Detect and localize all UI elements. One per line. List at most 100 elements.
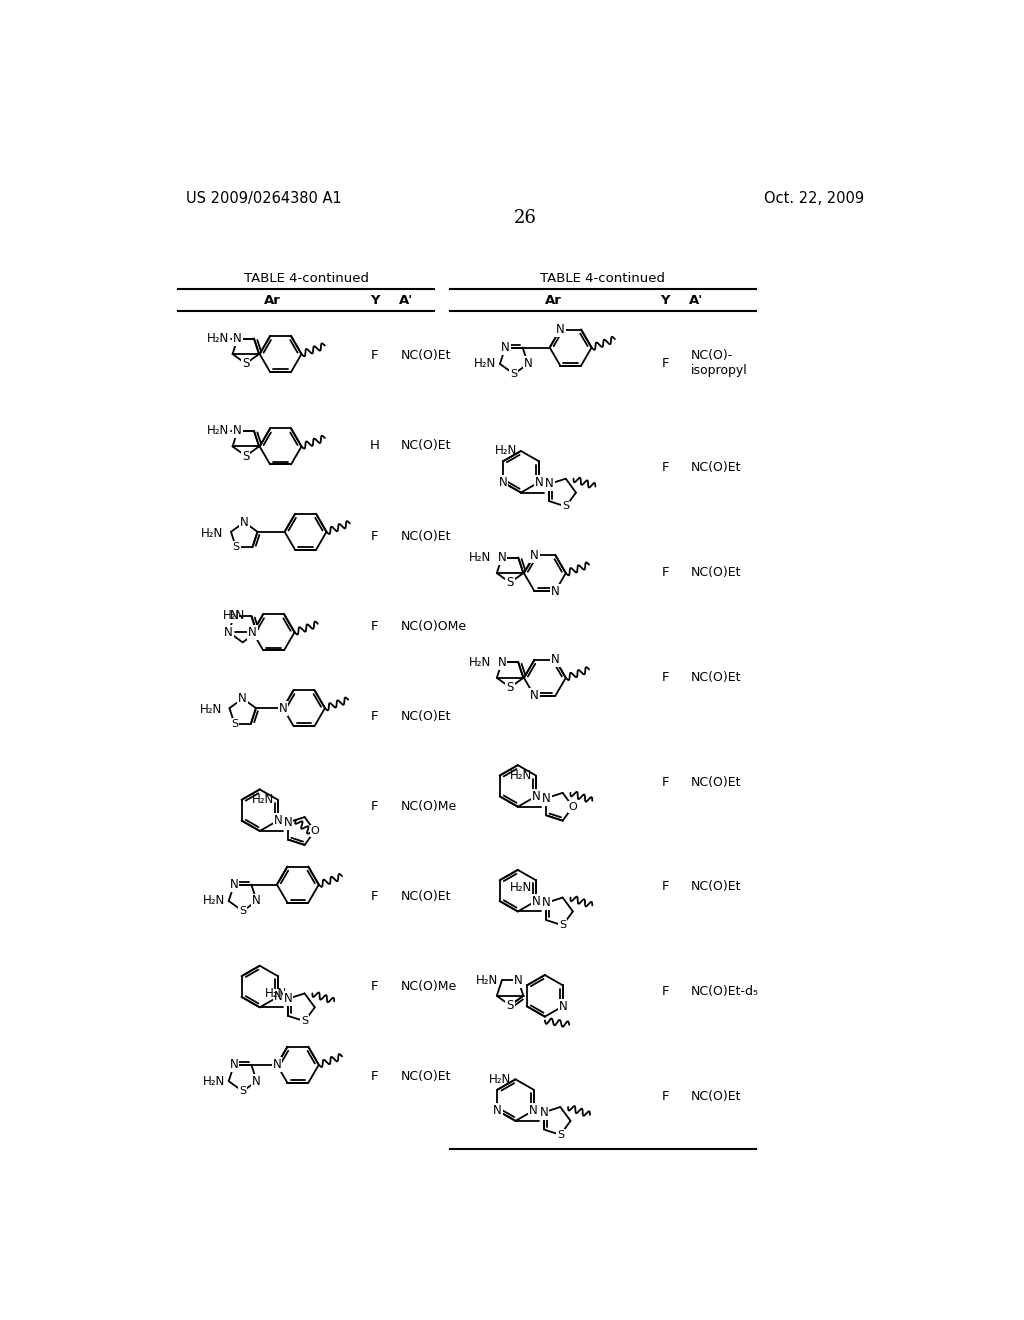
Text: NC(O)Et: NC(O)Et [400,529,452,543]
Text: N: N [233,333,242,345]
Text: F: F [662,462,669,474]
Text: F: F [371,350,378,363]
Text: NC(O)-
isopropyl: NC(O)- isopropyl [690,350,748,378]
Text: NC(O)Et: NC(O)Et [690,880,741,894]
Text: A': A' [689,293,703,306]
Text: NC(O)Et: NC(O)Et [400,1071,452,1084]
Text: N: N [523,358,532,371]
Text: N: N [499,475,507,488]
Text: N: N [249,626,257,639]
Text: H₂N: H₂N [223,610,245,622]
Text: NC(O)Et: NC(O)Et [400,710,452,723]
Text: H₂N: H₂N [469,656,492,669]
Text: S: S [562,502,569,511]
Text: NC(O)Me: NC(O)Me [400,979,457,993]
Text: H₂N: H₂N [510,882,532,895]
Text: N: N [535,475,544,488]
Text: N: N [284,816,293,829]
Text: N: N [559,999,567,1012]
Text: F: F [371,800,378,813]
Text: H₂N: H₂N [495,445,517,458]
Text: N: N [545,478,554,491]
Text: H₂N: H₂N [476,974,498,987]
Text: US 2009/0264380 A1: US 2009/0264380 A1 [186,191,342,206]
Text: N: N [531,789,541,803]
Text: N: N [233,425,242,437]
Text: H₂N: H₂N [489,1073,512,1086]
Text: N: N [498,550,506,564]
Text: H: H [370,440,379,453]
Text: NC(O)Et: NC(O)Et [400,440,452,453]
Text: Y: Y [660,293,670,306]
Text: NC(O)Et: NC(O)Et [690,1090,741,1102]
Text: O: O [568,801,578,812]
Text: N: N [273,814,283,828]
Text: S: S [240,906,246,916]
Text: N: N [240,516,249,529]
Text: N: N [284,993,293,1006]
Text: N: N [556,323,564,337]
Text: NC(O)Et: NC(O)Et [400,890,452,903]
Text: S: S [232,543,240,552]
Text: TABLE 4-continued: TABLE 4-continued [244,272,369,285]
Text: S: S [242,450,250,462]
Text: A': A' [399,293,414,306]
Text: S: S [507,999,514,1012]
Text: S: S [507,681,514,694]
Text: N: N [530,549,539,561]
Text: S: S [510,370,517,379]
Text: NC(O)Et: NC(O)Et [690,462,741,474]
Text: Y: Y [370,293,379,306]
Text: F: F [371,529,378,543]
Text: S: S [242,358,250,370]
Text: H₂N: H₂N [203,895,225,907]
Text: H₂N: H₂N [203,1074,225,1088]
Text: F: F [662,880,669,894]
Text: F: F [371,1071,378,1084]
Text: NC(O)OMe: NC(O)OMe [400,619,467,632]
Text: NC(O)Et: NC(O)Et [690,671,741,684]
Text: H₂N: H₂N [265,987,288,1001]
Text: F: F [371,890,378,903]
Text: F: F [662,566,669,579]
Text: S: S [231,718,238,729]
Text: N: N [229,878,239,891]
Text: N: N [540,1106,548,1119]
Text: F: F [662,671,669,684]
Text: N: N [273,990,283,1003]
Text: N: N [224,626,233,639]
Text: Oct. 22, 2009: Oct. 22, 2009 [764,191,864,206]
Text: N: N [501,341,510,354]
Text: H₂N: H₂N [510,770,532,781]
Text: H₂N: H₂N [201,527,223,540]
Text: O: O [310,826,319,836]
Text: F: F [371,710,378,723]
Text: F: F [371,619,378,632]
Text: H₂N: H₂N [252,793,274,807]
Text: N: N [551,585,560,598]
Text: H₂N: H₂N [474,358,496,371]
Text: S: S [507,576,514,589]
Text: N: N [551,653,560,667]
Text: N: N [272,1059,282,1072]
Text: N: N [252,1074,261,1088]
Text: NC(O)Et: NC(O)Et [690,776,741,788]
Text: N: N [229,1059,239,1072]
Text: H₂N: H₂N [207,333,229,345]
Text: N: N [542,792,551,805]
Text: N: N [229,610,239,622]
Text: N: N [498,656,506,669]
Text: S: S [240,1086,246,1096]
Text: N: N [493,1104,502,1117]
Text: N: N [239,692,247,705]
Text: Ar: Ar [545,293,562,306]
Text: NC(O)Me: NC(O)Me [400,800,457,813]
Text: NC(O)Et: NC(O)Et [400,350,452,363]
Text: H₂N: H₂N [469,550,492,564]
Text: N: N [529,1104,538,1117]
Text: N: N [279,702,288,714]
Text: F: F [371,979,378,993]
Text: N: N [531,895,541,908]
Text: F: F [662,1090,669,1102]
Text: S: S [301,1016,308,1026]
